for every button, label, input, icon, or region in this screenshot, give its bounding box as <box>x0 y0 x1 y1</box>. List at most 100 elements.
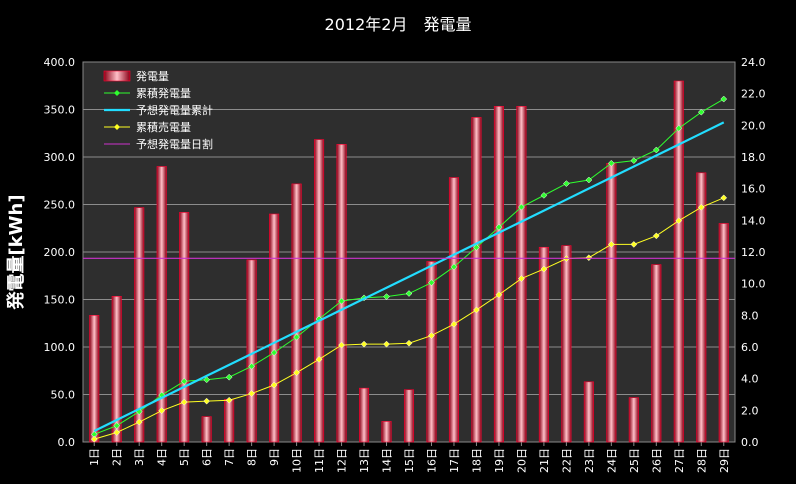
bar <box>471 117 482 443</box>
x-tick-label: 24日 <box>605 448 618 473</box>
bar <box>246 259 257 443</box>
bar <box>673 80 684 443</box>
y-tick-label: 150.0 <box>44 294 76 307</box>
y-tick-label: 200.0 <box>44 246 76 259</box>
bar <box>718 223 729 443</box>
point <box>697 203 705 211</box>
x-tick-label: 6日 <box>201 448 214 466</box>
point <box>248 362 255 370</box>
y-tick-label: 400.0 <box>44 56 76 69</box>
x-tick-label: 3日 <box>133 448 146 466</box>
x-tick-label: 23日 <box>583 448 596 473</box>
y2-tick-label: 10.0 <box>741 278 766 291</box>
x-axis: 1日 2日 3日 4日 5日 6日 7日 8日 9日 10日 11日 12日 13日 14日 15日 16日 1… <box>88 442 731 473</box>
bar <box>179 212 190 443</box>
x-tick-label: 27日 <box>673 448 686 473</box>
x-tick-label: 15日 <box>403 448 416 473</box>
y2-tick-label: 20.0 <box>741 119 766 132</box>
y2-tick-label: 14.0 <box>741 214 766 227</box>
x-tick-label: 8日 <box>246 448 259 466</box>
bar <box>561 245 572 443</box>
bar <box>89 315 100 443</box>
point <box>720 95 728 103</box>
point <box>315 355 323 363</box>
bar-series <box>89 80 729 443</box>
y-tick-label: 50.0 <box>51 389 76 402</box>
point <box>293 333 300 341</box>
point <box>225 373 233 381</box>
x-tick-label: 25日 <box>628 448 641 473</box>
bar <box>336 144 347 443</box>
y2-tick-label: 4.0 <box>741 373 759 386</box>
bar <box>381 421 392 443</box>
x-tick-label: 4日 <box>156 448 169 466</box>
x-tick-label: 13日 <box>358 448 371 473</box>
point <box>293 369 300 377</box>
point <box>630 157 638 164</box>
point <box>697 108 705 116</box>
x-tick-label: 20日 <box>515 448 528 473</box>
point <box>607 241 615 248</box>
y-tick-label: 300.0 <box>44 151 76 164</box>
y2-tick-label: 6.0 <box>741 341 759 354</box>
x-tick-label: 14日 <box>381 448 394 473</box>
point <box>450 263 458 271</box>
point <box>630 241 638 248</box>
point <box>675 217 683 225</box>
legend-marker <box>114 90 120 96</box>
y2-tick-label: 22.0 <box>741 88 766 101</box>
x-tick-label: 26日 <box>650 448 663 473</box>
point <box>495 223 503 231</box>
line-series <box>83 95 735 443</box>
point <box>473 306 480 314</box>
point <box>428 332 435 339</box>
point <box>518 275 525 282</box>
y-tick-label: 350.0 <box>44 104 76 117</box>
legend-swatch <box>103 70 131 82</box>
point <box>180 398 188 406</box>
y2-tick-label: 2.0 <box>741 404 759 417</box>
bar <box>224 398 235 443</box>
point <box>607 159 615 167</box>
point <box>180 377 188 385</box>
chart-title: 2012年2月 発電量 <box>325 15 472 34</box>
point <box>270 349 278 356</box>
x-tick-label: 11日 <box>313 448 326 473</box>
bar <box>269 213 280 443</box>
point <box>383 293 390 301</box>
bar <box>696 172 707 443</box>
y2-tick-label: 24.0 <box>741 56 766 69</box>
point <box>225 396 233 404</box>
x-tick-label: 12日 <box>336 448 349 473</box>
x-tick-label: 28日 <box>695 448 708 473</box>
bar <box>493 106 504 443</box>
x-tick-label: 19日 <box>493 448 506 473</box>
point <box>450 320 458 328</box>
y-axis-label: 発電量[kWh] <box>5 194 27 310</box>
point <box>428 279 435 287</box>
point <box>405 339 413 347</box>
y2-tick-label: 12.0 <box>741 246 766 259</box>
bar <box>538 246 549 443</box>
y-axis-left: 0.0 50.0 100.0 150.0 200.0 250.0 300.0 350.0 400… <box>44 56 76 449</box>
point <box>652 232 660 240</box>
legend-label: 累積発電量 <box>136 86 191 100</box>
bar <box>516 106 527 443</box>
point <box>383 340 390 348</box>
point <box>563 180 570 187</box>
point <box>338 341 345 349</box>
y-tick-label: 100.0 <box>44 341 76 354</box>
bar <box>201 416 212 443</box>
legend-label: 予想発電量累計 <box>136 103 213 117</box>
series-line <box>93 121 725 432</box>
legend-label: 累積売電量 <box>136 120 191 134</box>
x-tick-label: 1日 <box>88 448 101 466</box>
point <box>720 194 728 202</box>
point <box>473 243 480 251</box>
point <box>248 390 255 397</box>
bar <box>291 183 302 443</box>
point <box>360 340 368 348</box>
x-tick-label: 9日 <box>268 448 281 466</box>
x-tick-label: 10日 <box>291 448 304 473</box>
bar <box>314 139 325 443</box>
